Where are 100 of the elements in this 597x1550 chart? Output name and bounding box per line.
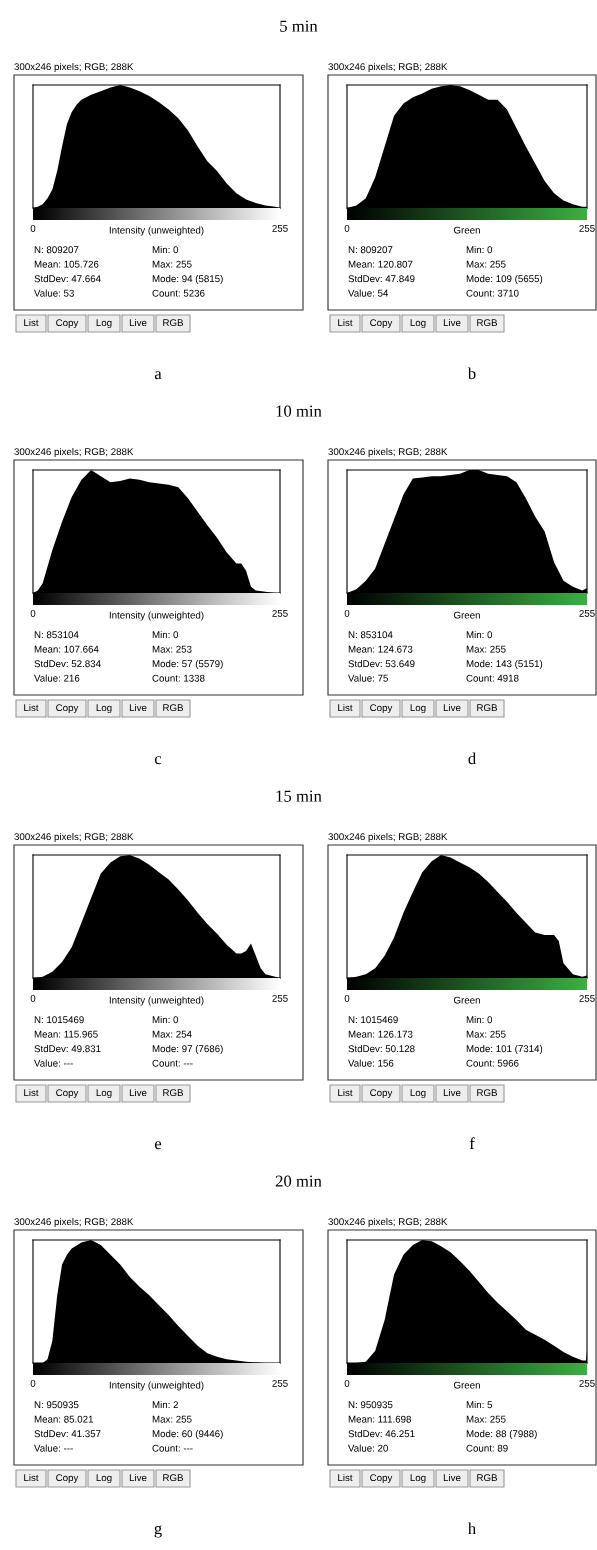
x-tick-label: 0	[344, 224, 350, 232]
text: N: 1015469	[348, 1016, 398, 1024]
text: Value: ---	[34, 1059, 73, 1067]
x-tick-label: 255	[272, 609, 288, 617]
text: Mode: 101 (7314)	[466, 1045, 543, 1055]
text: c	[154, 756, 162, 765]
text: Log	[410, 1089, 426, 1099]
text: Copy	[370, 1474, 393, 1484]
text: Count: 1338	[152, 674, 205, 682]
text: N: 809207	[348, 246, 393, 254]
text: RGB	[163, 1474, 184, 1482]
chart-title: 300x246 pixels; RGB; 288K	[14, 832, 134, 842]
text: Value: ---	[34, 1444, 73, 1452]
text: Log	[96, 1089, 112, 1099]
x-tick-label: 0	[344, 609, 350, 617]
text: Count: ---	[152, 1059, 193, 1067]
text: N: 1015469	[34, 1016, 84, 1024]
text: RGB	[163, 319, 184, 327]
text: Max: 255	[152, 1415, 192, 1423]
x-tick-label: 255	[579, 609, 595, 617]
text: N: 950935	[348, 1401, 393, 1409]
text: Count: ---	[152, 1444, 193, 1452]
text: Live	[443, 1088, 461, 1097]
text: Copy	[370, 704, 393, 714]
text: RGB	[477, 319, 498, 327]
text: RGB	[163, 704, 184, 712]
x-tick-label: 255	[272, 994, 288, 1002]
text: Min: 2	[152, 1401, 178, 1409]
text: Mean: 107.664	[34, 645, 99, 653]
text: Mode: 60 (9446)	[152, 1430, 223, 1440]
text: Count: 3710	[466, 289, 519, 297]
text: Max: 255	[466, 1415, 506, 1423]
text: N: 853104	[348, 631, 393, 639]
text: Mode: 94 (5815)	[152, 275, 223, 285]
text: Live	[129, 703, 147, 712]
text: StdDev: 52.834	[34, 660, 101, 668]
text: Log	[96, 1474, 112, 1484]
text: Min: 0	[466, 1016, 493, 1024]
text: Copy	[370, 319, 393, 329]
x-axis-title: Intensity (unweighted)	[109, 1381, 204, 1391]
text: StdDev: 47.664	[34, 275, 101, 283]
x-tick-label: 0	[344, 994, 350, 1002]
text: StdDev: 53.649	[348, 660, 415, 668]
text: Mean: 126.173	[348, 1030, 413, 1038]
text: Value: 75	[348, 674, 388, 682]
x-tick-label: 255	[272, 1379, 288, 1387]
x-tick-label: 0	[30, 1379, 36, 1387]
text: Max: 254	[152, 1030, 192, 1038]
text: Count: 89	[466, 1444, 508, 1452]
x-tick-label: 255	[579, 224, 595, 232]
text: N: 809207	[34, 246, 79, 254]
text: a	[154, 371, 162, 380]
text: Min: 0	[152, 1016, 179, 1024]
x-tick-label: 255	[579, 1379, 595, 1387]
text: StdDev: 50.128	[348, 1045, 415, 1053]
text: Mode: 109 (5655)	[466, 275, 543, 285]
text: Value: 53	[34, 289, 74, 297]
text: Mean: 105.726	[34, 260, 99, 268]
text: Count: 5236	[152, 289, 205, 297]
text: Mode: 143 (5151)	[466, 660, 543, 670]
text: Value: 156	[348, 1059, 394, 1067]
text: List	[24, 318, 39, 327]
x-tick-label: 255	[579, 994, 595, 1002]
x-tick-label: 0	[344, 1379, 350, 1387]
text: Copy	[56, 1474, 79, 1484]
chart-title: 300x246 pixels; RGB; 288K	[328, 832, 448, 842]
x-axis-title: Green	[453, 226, 480, 234]
text: List	[338, 703, 353, 712]
text: Count: 4918	[466, 674, 519, 682]
text: N: 950935	[34, 1401, 79, 1409]
text: Log	[96, 319, 112, 329]
text: Mode: 57 (5579)	[152, 660, 223, 670]
text: Log	[410, 704, 426, 714]
x-axis-title: Green	[453, 611, 480, 619]
text: RGB	[477, 1089, 498, 1097]
text: Log	[410, 319, 426, 329]
text: Copy	[56, 1089, 79, 1099]
text: Copy	[370, 1089, 393, 1099]
text: StdDev: 47.849	[348, 275, 415, 283]
text: List	[24, 703, 39, 712]
text: Log	[96, 704, 112, 714]
text: Max: 253	[152, 645, 192, 653]
chart-subtitle: 20 min	[275, 1175, 322, 1187]
x-tick-label: 255	[272, 224, 288, 232]
text: RGB	[477, 1474, 498, 1482]
chart-title: 300x246 pixels; RGB; 288K	[328, 62, 448, 72]
chart-title: 300x246 pixels; RGB; 288K	[14, 62, 134, 72]
text: b	[467, 367, 476, 380]
text: StdDev: 49.831	[34, 1045, 101, 1053]
text: Min: 5	[466, 1401, 493, 1409]
text: List	[24, 1088, 39, 1097]
chart-title: 300x246 pixels; RGB; 288K	[14, 1217, 134, 1227]
text: Mode: 88 (7988)	[466, 1430, 537, 1440]
text: Value: 20	[348, 1444, 388, 1452]
text: g	[154, 1525, 162, 1538]
text: h	[468, 1522, 476, 1535]
text: StdDev: 41.357	[34, 1430, 101, 1438]
text: Mean: 85.021	[34, 1415, 93, 1423]
text: Mean: 115.965	[34, 1030, 98, 1038]
x-axis-title: Intensity (unweighted)	[109, 996, 204, 1006]
